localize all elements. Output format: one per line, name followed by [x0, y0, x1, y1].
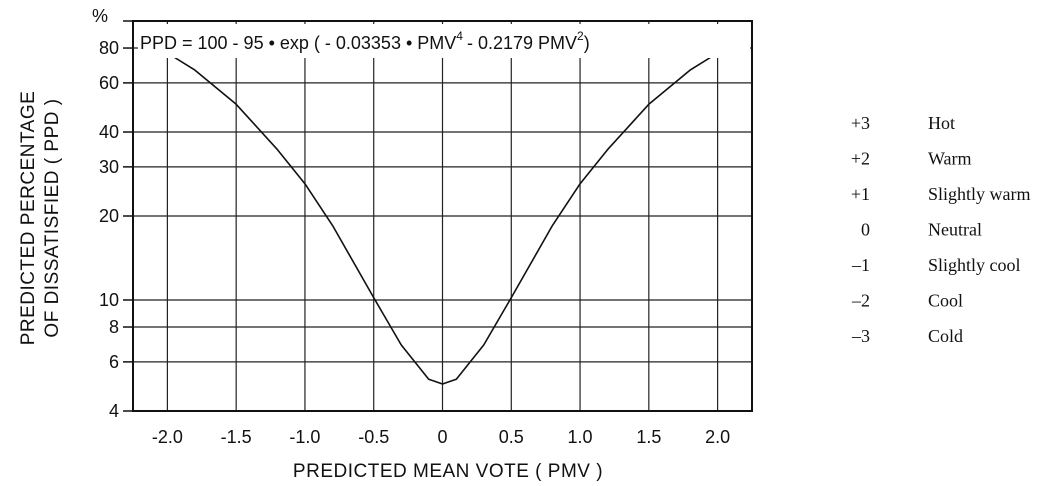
x-tick-label: 2.0 — [705, 427, 730, 447]
x-tick-label: 0.5 — [499, 427, 524, 447]
scale-label: Cool — [928, 291, 963, 311]
scale-value: –1 — [851, 255, 870, 275]
y-tick-label: 80 — [99, 38, 119, 58]
x-tick-labels: -2.0 -1.5 -1.0 -0.5 0 0.5 1.0 1.5 2.0 — [152, 427, 730, 447]
scale-value: –2 — [851, 291, 870, 311]
y-axis-title-line1: PREDICTED PERCENTAGE — [18, 91, 39, 346]
formula-exponent-4: 4 — [456, 29, 463, 43]
formula-middle: - 0.2179 PMV — [467, 33, 577, 53]
x-tick-label: 1.5 — [636, 427, 661, 447]
series-group — [153, 45, 719, 385]
x-tick-label: 0 — [437, 427, 447, 447]
formula-suffix: ) — [584, 33, 590, 53]
y-tick-label: 20 — [99, 206, 119, 226]
scale-value: +2 — [851, 149, 870, 169]
scale-label: Neutral — [928, 220, 982, 240]
y-tick-label: 6 — [109, 352, 119, 372]
y-axis-title-line2: OF DISSATISFIED ( PPD ) — [42, 98, 63, 337]
x-axis-title: PREDICTED MEAN VOTE ( PMV ) — [293, 461, 603, 482]
y-tick-label: 8 — [109, 317, 119, 337]
x-tick-label: -2.0 — [152, 427, 183, 447]
x-tick-label: -1.5 — [221, 427, 252, 447]
formula-prefix: PPD = 100 - 95 • exp ( - 0.03353 • PMV — [140, 33, 456, 53]
x-tick-label: -0.5 — [358, 427, 389, 447]
x-tick-label: -1.0 — [289, 427, 320, 447]
y-unit-label: % — [92, 6, 108, 26]
formula-background — [138, 24, 750, 58]
y-tick-labels: 4 6 8 10 20 30 40 60 80 — [99, 38, 119, 421]
scale-value: +3 — [851, 113, 870, 133]
scale-value: +1 — [851, 184, 870, 204]
y-tick-label: 10 — [99, 290, 119, 310]
formula-exponent-2: 2 — [577, 29, 584, 43]
y-tick-label: 30 — [99, 157, 119, 177]
y-tick-label: 60 — [99, 73, 119, 93]
scale-label: Warm — [928, 149, 972, 169]
x-tick-label: 1.0 — [568, 427, 593, 447]
chart-formula: PPD = 100 - 95 • exp ( - 0.03353 • PMV4-… — [140, 29, 590, 53]
thermal-sensation-scale: +3 Hot +2 Warm +1 Slightly warm 0 Neutral –1 Slig… — [851, 113, 1031, 346]
scale-label: Slightly warm — [928, 184, 1031, 204]
scale-label: Cold — [928, 326, 963, 346]
y-tick-marks — [123, 20, 133, 412]
scale-value: 0 — [861, 220, 870, 240]
scale-value: –3 — [851, 326, 870, 346]
ppd-curve — [153, 45, 719, 385]
y-tick-label: 40 — [99, 122, 119, 142]
y-tick-label: 4 — [109, 401, 119, 421]
scale-label: Hot — [928, 113, 955, 133]
scale-label: Slightly cool — [928, 255, 1021, 275]
